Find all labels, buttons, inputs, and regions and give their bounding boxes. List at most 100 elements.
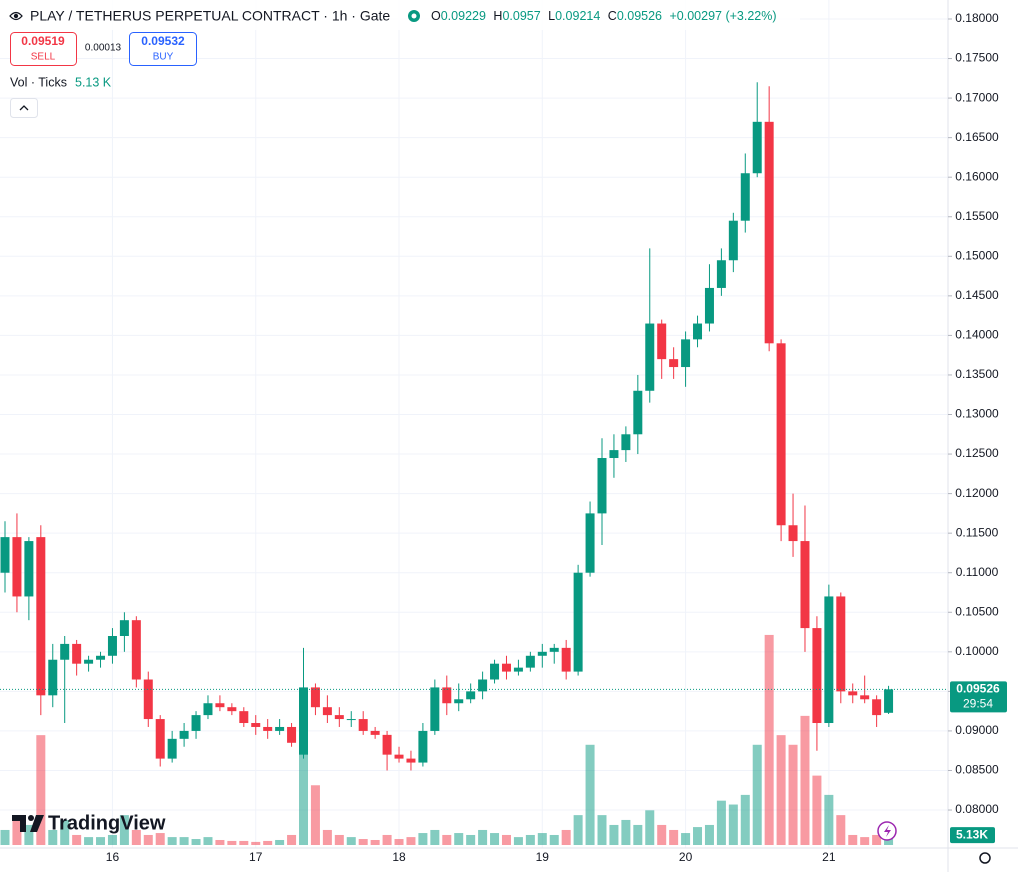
volume-bar bbox=[537, 833, 547, 845]
chart-title: PLAY / TETHERUS PERPETUAL CONTRACT · 1h … bbox=[30, 8, 390, 24]
y-tick-label: 0.13000 bbox=[955, 407, 999, 421]
volume-bar bbox=[334, 834, 344, 845]
volume-bar bbox=[788, 744, 798, 845]
volume-bar bbox=[728, 804, 738, 845]
volume-bar bbox=[96, 837, 106, 845]
candle-body bbox=[227, 707, 237, 712]
volume-bar bbox=[513, 837, 523, 845]
candle-body bbox=[215, 703, 225, 708]
volume-bar bbox=[549, 834, 559, 845]
volume-bar bbox=[525, 834, 535, 845]
candle-body bbox=[561, 647, 571, 672]
ohlc-label: O bbox=[431, 9, 441, 23]
volume-bar bbox=[310, 785, 320, 845]
candle-body bbox=[513, 667, 523, 672]
candle-body bbox=[48, 659, 58, 696]
candle-body bbox=[549, 647, 559, 652]
volume-bar bbox=[812, 775, 822, 845]
candle-body bbox=[143, 679, 153, 720]
volume-bar bbox=[764, 634, 774, 845]
candle-body bbox=[585, 513, 595, 573]
candle-body bbox=[334, 715, 344, 720]
volume-bar bbox=[442, 834, 452, 845]
volume-bar bbox=[836, 815, 846, 845]
volume-bar bbox=[322, 829, 332, 845]
volume-bar bbox=[800, 715, 810, 845]
volume-bar bbox=[633, 824, 643, 845]
volume-bar bbox=[239, 840, 249, 845]
candle-body bbox=[0, 537, 10, 573]
volume-bar bbox=[287, 834, 297, 845]
settings-button[interactable] bbox=[979, 852, 991, 864]
candle-body bbox=[358, 719, 368, 731]
x-tick-label: 18 bbox=[392, 850, 406, 864]
volume-bar bbox=[358, 839, 368, 845]
eye-icon[interactable] bbox=[9, 11, 23, 21]
volume-label: 5.13K bbox=[956, 827, 988, 841]
candle-body bbox=[119, 620, 129, 636]
candle-body bbox=[60, 643, 70, 660]
candle-body bbox=[621, 434, 631, 451]
candle-body bbox=[191, 715, 201, 731]
y-tick-label: 0.10000 bbox=[955, 644, 999, 658]
volume-bar bbox=[84, 837, 94, 845]
x-tick-label: 16 bbox=[106, 850, 120, 864]
candle-body bbox=[573, 572, 583, 672]
buy-button[interactable] bbox=[129, 32, 197, 66]
y-tick-label: 0.08500 bbox=[955, 763, 999, 777]
status-dot bbox=[411, 13, 417, 19]
candle-body bbox=[776, 343, 786, 526]
candle-body bbox=[275, 726, 285, 731]
volume-bar bbox=[501, 834, 511, 845]
volume-bar bbox=[0, 829, 10, 845]
ohlc-label: L bbox=[548, 9, 555, 23]
y-tick-label: 0.14500 bbox=[955, 288, 999, 302]
y-tick-label: 0.08000 bbox=[955, 802, 999, 816]
sell-button[interactable] bbox=[10, 32, 77, 66]
volume-bar bbox=[346, 837, 356, 845]
ohlc-value: 0.09214 bbox=[555, 9, 600, 23]
candle-body bbox=[501, 663, 511, 672]
volume-bar bbox=[155, 833, 165, 845]
x-tick-label: 17 bbox=[249, 850, 263, 864]
volume-bar bbox=[131, 829, 141, 845]
candle-body bbox=[645, 323, 655, 391]
candle-body bbox=[239, 711, 249, 724]
volume-bar bbox=[478, 829, 488, 845]
y-tick-label: 0.17500 bbox=[955, 51, 999, 65]
candle-body bbox=[537, 651, 547, 656]
candle-body bbox=[681, 339, 691, 368]
change-label: +0.00297 (+3.22%) bbox=[669, 9, 776, 23]
sell-label: SELL bbox=[31, 52, 56, 63]
logo-mark bbox=[30, 815, 44, 832]
logo-mark bbox=[28, 815, 34, 821]
collapse-button[interactable] bbox=[10, 98, 38, 118]
y-tick-label: 0.11000 bbox=[956, 565, 999, 579]
volume-bar bbox=[251, 841, 261, 845]
y-tick-label: 0.16500 bbox=[955, 130, 999, 144]
candle-body bbox=[454, 699, 464, 704]
candle-body bbox=[107, 636, 117, 656]
volume-bar bbox=[36, 735, 46, 845]
volume-bar bbox=[669, 829, 679, 845]
header-bg bbox=[0, 0, 800, 30]
y-tick-label: 0.18000 bbox=[955, 11, 999, 25]
y-tick-label: 0.16000 bbox=[955, 169, 999, 183]
volume-bar bbox=[597, 815, 607, 845]
volume-bar bbox=[275, 839, 285, 845]
candle-body bbox=[609, 450, 619, 459]
candle-body bbox=[346, 719, 356, 721]
price-axis: 0.080000.085000.090000.095000.100000.105… bbox=[106, 11, 1007, 864]
candle-body bbox=[800, 541, 810, 629]
candle-body bbox=[466, 691, 476, 700]
candle-body bbox=[824, 596, 834, 724]
candle-body bbox=[669, 359, 679, 368]
candle-body bbox=[490, 663, 500, 680]
logo: TradingView bbox=[12, 812, 166, 834]
candle-body bbox=[167, 738, 177, 759]
candle-body bbox=[657, 323, 667, 360]
countdown: 29:54 bbox=[963, 696, 993, 710]
candle-body bbox=[633, 390, 643, 435]
candle-body bbox=[442, 687, 452, 704]
volume-bar bbox=[215, 839, 225, 845]
